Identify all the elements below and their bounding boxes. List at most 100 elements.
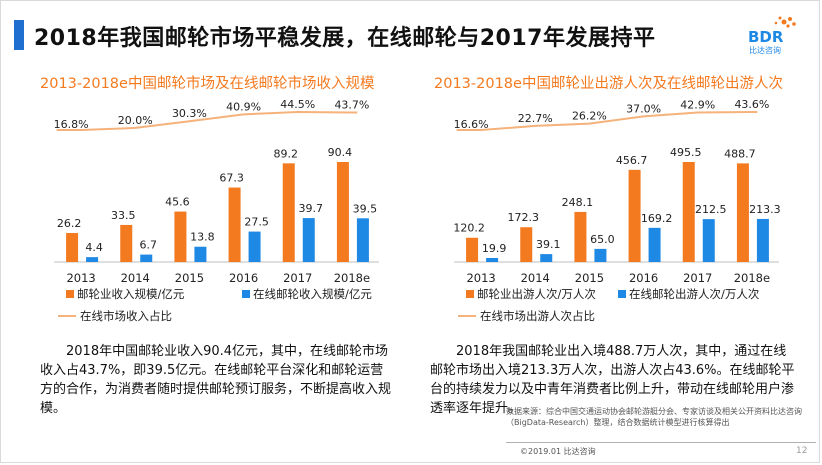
x-tick-label-left: 2013 xyxy=(66,271,95,285)
bar-online-label-left: 13.8 xyxy=(190,231,215,244)
legend-swatch-online-right xyxy=(618,290,626,298)
paragraph-right: 2018年我国邮轮业出入境488.7万人次，其中，通过在线邮轮市场出入境213.… xyxy=(430,344,795,416)
x-tick-label-right: 2014 xyxy=(521,271,550,285)
share-label-left: 40.9% xyxy=(226,100,261,113)
bar-online-label-right: 39.1 xyxy=(536,238,561,251)
title-accent-bar xyxy=(14,20,24,50)
bar-total-left xyxy=(282,163,295,262)
bar-online-label-left: 27.5 xyxy=(244,216,268,229)
bar-online-right xyxy=(540,254,553,262)
bar-online-label-right: 213.3 xyxy=(749,203,781,216)
bar-total-left xyxy=(66,233,79,262)
logo-icon xyxy=(774,16,796,28)
share-label-right: 16.6% xyxy=(454,118,489,131)
share-label-left: 30.3% xyxy=(172,107,207,120)
bar-total-right xyxy=(574,211,587,262)
chart-title-left: 2013-2018e中国邮轮市场及在线邮轮市场收入规模 xyxy=(40,76,375,92)
x-tick-label-left: 2015 xyxy=(175,271,204,285)
bar-online-right xyxy=(702,219,715,262)
bar-online-label-left: 39.5 xyxy=(353,202,378,215)
chart-title-right: 2013-2018e中国邮轮业出游人次及在线邮轮出游人次 xyxy=(434,76,783,92)
bar-online-left xyxy=(248,231,261,262)
x-tick-label-left: 2017 xyxy=(283,271,312,285)
bar-online-label-left: 6.7 xyxy=(140,239,158,252)
bar-online-label-right: 169.2 xyxy=(641,212,673,225)
logo-subtitle: 比达咨询 xyxy=(749,46,781,55)
bar-total-label-left: 26.2 xyxy=(57,217,81,230)
bar-total-right xyxy=(520,227,533,262)
share-label-right: 22.7% xyxy=(518,112,553,125)
bar-online-label-right: 65.0 xyxy=(590,233,615,246)
bar-total-right xyxy=(628,169,641,262)
legend-label-total-left: 邮轮业收入规模/亿元 xyxy=(77,287,185,301)
bar-total-label-left: 67.3 xyxy=(219,172,244,185)
legend-label-online-left: 在线邮轮收入规模/亿元 xyxy=(253,287,372,301)
bar-total-label-right: 456.7 xyxy=(616,154,648,167)
share-label-left: 16.8% xyxy=(54,118,89,131)
legend-swatch-total-right xyxy=(466,290,474,298)
bar-total-label-left: 33.5 xyxy=(111,209,136,222)
legend-swatch-total-left xyxy=(66,290,74,298)
x-tick-label-left: 2016 xyxy=(229,271,258,285)
page-title: 2018年我国邮轮市场平稳发展，在线邮轮与2017年发展持平 xyxy=(34,26,656,51)
bar-online-left xyxy=(140,254,153,262)
share-label-left: 43.7% xyxy=(334,99,369,112)
bar-online-label-left: 39.7 xyxy=(299,202,324,215)
logo-text: BDR xyxy=(748,28,784,46)
bar-total-left xyxy=(174,211,187,262)
bar-online-left xyxy=(194,246,207,262)
bar-total-label-right: 172.3 xyxy=(508,211,540,224)
bar-total-right xyxy=(682,162,695,262)
bar-total-label-right: 495.5 xyxy=(670,146,702,159)
bar-online-label-left: 4.4 xyxy=(85,241,103,254)
paragraph-left: 2018年中国邮轮业收入90.4亿元，其中，在线邮轮市场收入占43.7%，即39… xyxy=(40,344,392,416)
x-tick-label-right: 2016 xyxy=(629,271,658,285)
bar-total-left xyxy=(336,162,349,262)
footer-copyright: ©2019.01 比达咨询 xyxy=(520,447,596,456)
bar-total-label-left: 45.6 xyxy=(165,196,190,209)
data-source-note: 数据来源：综合中国交通运动协会邮轮游艇分会、专家访谈及相关公开资料比达咨询（Bi… xyxy=(506,407,802,427)
x-tick-label-right: 2018e xyxy=(734,271,770,285)
bar-online-left xyxy=(302,218,315,262)
share-line-right xyxy=(456,111,758,131)
bar-total-right xyxy=(466,237,479,262)
footer-divider xyxy=(506,442,816,443)
bar-total-label-left: 89.2 xyxy=(274,147,299,160)
bar-total-left xyxy=(120,224,133,262)
share-label-right: 43.6% xyxy=(734,98,769,111)
bar-online-right xyxy=(756,218,769,262)
share-label-right: 37.0% xyxy=(626,102,661,115)
legend-label-online-right: 在线邮轮出游人次/万人次 xyxy=(629,287,760,301)
bar-total-label-right: 120.2 xyxy=(453,222,485,235)
bar-total-label-right: 248.1 xyxy=(562,196,594,209)
bar-online-right xyxy=(648,227,661,262)
legend-label-share-right: 在线市场出游人次占比 xyxy=(480,309,595,323)
bar-online-label-right: 19.9 xyxy=(482,242,507,255)
share-label-left: 44.5% xyxy=(280,98,315,111)
x-tick-label-left: 2018e xyxy=(334,271,370,285)
page-number: 12 xyxy=(796,446,808,456)
bar-online-label-right: 212.5 xyxy=(695,203,727,216)
bar-total-label-left: 90.4 xyxy=(328,146,353,159)
chart-left: 16.8% 20.0% 30.3% 40.9% 44.5% 43.7% 26.2 4.4 201… xyxy=(54,98,379,323)
legend-label-share-left: 在线市场收入占比 xyxy=(80,309,172,323)
bar-total-right xyxy=(736,163,749,262)
x-tick-label-right: 2017 xyxy=(683,271,712,285)
bar-total-left xyxy=(228,187,241,262)
bar-total-label-right: 488.7 xyxy=(724,147,756,160)
bar-online-left xyxy=(86,257,99,262)
share-label-right: 26.2% xyxy=(572,110,607,123)
share-line-left xyxy=(56,110,358,131)
share-label-right: 42.9% xyxy=(680,98,715,111)
legend-label-total-right: 邮轮业出游人次/万人次 xyxy=(477,287,596,301)
bar-online-left xyxy=(356,218,369,262)
legend-swatch-online-left xyxy=(242,290,250,298)
chart-right: 16.6% 22.7% 26.2% 37.0% 42.9% 43.6% 120.2 19.9 2… xyxy=(453,98,781,323)
bar-online-right xyxy=(486,257,499,262)
bar-online-right xyxy=(594,248,607,262)
x-tick-label-right: 2015 xyxy=(575,271,604,285)
x-tick-label-left: 2014 xyxy=(121,271,150,285)
share-label-left: 20.0% xyxy=(118,114,153,127)
x-tick-label-right: 2013 xyxy=(466,271,495,285)
